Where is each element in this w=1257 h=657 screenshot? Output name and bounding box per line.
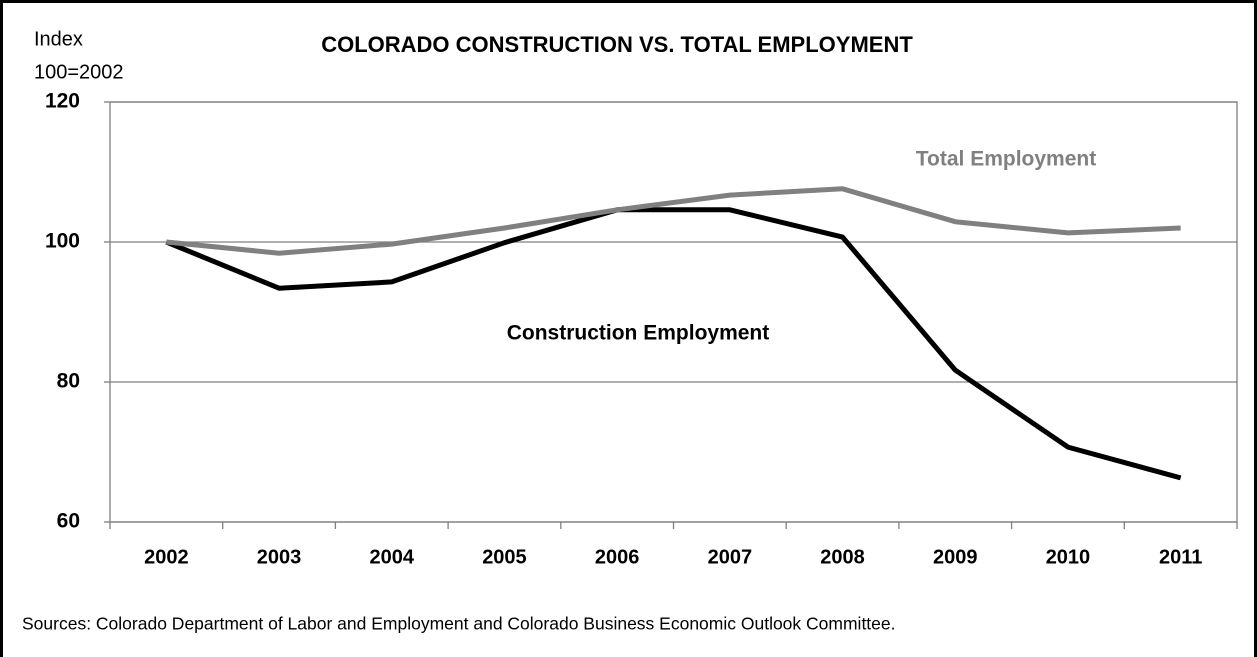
x-tick-label: 2011 [1159, 546, 1202, 568]
x-tick-label: 2004 [370, 546, 415, 568]
x-tick-label: 2005 [482, 546, 527, 568]
y-tick-label: 120 [45, 90, 80, 113]
x-tick-label: 2006 [595, 546, 640, 568]
x-tick-label: 2008 [820, 546, 865, 568]
x-tick-label: 2010 [1046, 546, 1091, 568]
y-tick-label: 100 [45, 230, 80, 253]
series-label: Construction Employment [507, 322, 770, 345]
series-label: Total Employment [916, 148, 1096, 171]
y-axis-label: Index [34, 28, 83, 50]
y-axis-label: 100=2002 [34, 61, 124, 83]
chart-title: COLORADO CONSTRUCTION VS. TOTAL EMPLOYME… [321, 32, 913, 57]
y-tick-label: 60 [57, 510, 80, 533]
x-tick-label: 2007 [708, 546, 753, 568]
x-tick-label: 2002 [144, 546, 189, 568]
series-line [166, 186, 1181, 256]
x-tick-label: 2003 [257, 546, 302, 568]
x-tick-label: 2009 [933, 546, 978, 568]
series-line [165, 207, 1182, 481]
source-note: Sources: Colorado Department of Labor an… [22, 614, 896, 634]
y-tick-label: 80 [57, 370, 80, 393]
